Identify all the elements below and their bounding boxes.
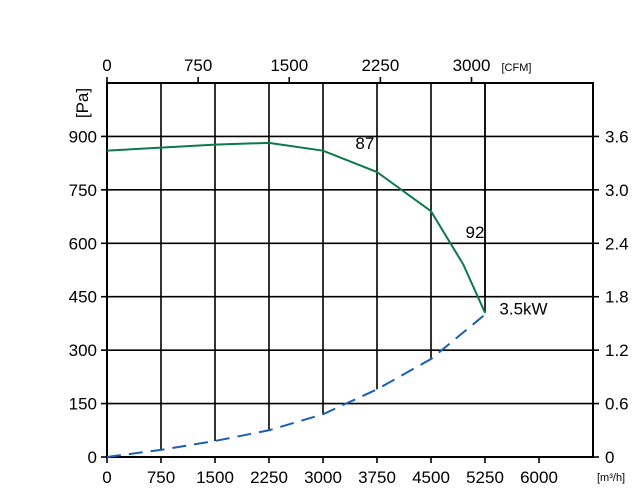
curves [106, 141, 486, 458]
x-bottom-tick-label: 5250 [466, 468, 504, 487]
curve-annotation: 92 [466, 223, 485, 242]
x-bottom-tick-label: 4500 [412, 468, 450, 487]
y-right-tick-label: 3.0 [605, 181, 629, 200]
power-curve [106, 313, 486, 458]
y-left-tick-label: 750 [69, 181, 97, 200]
x-top-unit-label: [CFM] [502, 62, 532, 74]
x-top-tick-label: 1500 [270, 56, 308, 75]
x-bottom-tick-label: 3000 [304, 468, 342, 487]
x-top-tick-label: 2250 [361, 56, 399, 75]
y-left-tick-label: 300 [69, 341, 97, 360]
y-left-tick-label: 150 [69, 395, 97, 414]
plot-border [106, 82, 594, 458]
x-bottom-tick-label: 2250 [250, 468, 288, 487]
pressure-curve [106, 141, 486, 314]
plot-frame [101, 77, 599, 463]
x-bottom-unit-label: [m³/h] [597, 472, 625, 484]
y-right-tick-label: 2.4 [605, 234, 629, 253]
y-right-tick-label: 1.2 [605, 341, 629, 360]
x-bottom-tick-label: 6000 [520, 468, 558, 487]
x-bottom-tick-label: 3750 [358, 468, 396, 487]
x-bottom-tick-label: 750 [147, 468, 175, 487]
y-left-tick-label: 0 [88, 448, 97, 467]
curve-annotation: 3.5kW [499, 300, 547, 319]
y-right-tick-label: 3.6 [605, 127, 629, 146]
operating-point-lines [160, 83, 486, 450]
y-right-tick-label: 1.8 [605, 288, 629, 307]
x-top-tick-label: 0 [102, 56, 111, 75]
tick-labels: 0 150 300 450 600 750 900 0 0.6 1.2 1.8 2.4 3.0 3.6 0 7… [69, 56, 629, 487]
x-top-tick-label: 3000 [453, 56, 491, 75]
y-left-tick-label: 600 [69, 234, 97, 253]
x-bottom-tick-label: 0 [102, 468, 111, 487]
x-bottom-tick-label: 1500 [196, 468, 234, 487]
y-left-axis-label: [Pa] [73, 88, 92, 118]
y-left-tick-label: 450 [69, 288, 97, 307]
y-right-tick-label: 0.6 [605, 395, 629, 414]
y-right-tick-label: 0 [605, 448, 614, 467]
y-left-tick-label: 900 [69, 127, 97, 146]
annotations: 87 92 3.5kW [355, 134, 547, 319]
curve-annotation: 87 [355, 134, 374, 153]
x-top-tick-label: 750 [184, 56, 212, 75]
